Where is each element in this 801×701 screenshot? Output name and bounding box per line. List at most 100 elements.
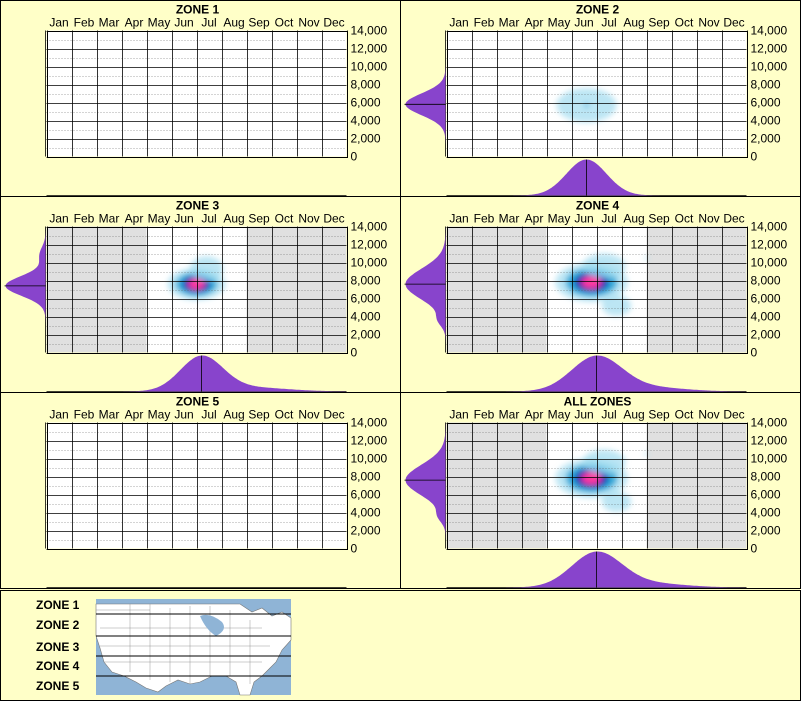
panel-zone-5: ZONE 5 Jan Feb Mar Apr May Jun Jul Aug Sep Oct Nov D… bbox=[0, 392, 401, 589]
month-label-apr: Apr bbox=[125, 408, 144, 422]
y-tick-label: 12,000 bbox=[751, 238, 788, 252]
month-label-aug: Aug bbox=[623, 408, 644, 422]
month-label-jan: Jan bbox=[49, 212, 68, 226]
month-label-jul: Jul bbox=[201, 212, 216, 226]
month-label-dec: Dec bbox=[323, 16, 344, 30]
y-tick-label: 8,000 bbox=[351, 470, 381, 484]
y-tick-label: 4,000 bbox=[351, 506, 381, 520]
legend-zone-5: ZONE 5 bbox=[36, 679, 80, 693]
y-tick-label: 6,000 bbox=[751, 292, 781, 306]
month-label-jun: Jun bbox=[174, 408, 193, 422]
month-label-feb: Feb bbox=[474, 16, 495, 30]
y-tick-label: 6,000 bbox=[351, 96, 381, 110]
plot-area bbox=[46, 30, 347, 157]
month-label-mar: Mar bbox=[99, 408, 120, 422]
map-great-lakes bbox=[200, 614, 224, 636]
month-label-jan: Jan bbox=[449, 212, 468, 226]
y-tick-label: 4,000 bbox=[751, 310, 781, 324]
month-label-jan: Jan bbox=[49, 408, 68, 422]
plot-border bbox=[47, 227, 348, 354]
shaded-month-dec bbox=[721, 422, 747, 549]
elevation-distribution bbox=[5, 226, 46, 353]
month-label-mar: Mar bbox=[99, 16, 120, 30]
month-label-jan: Jan bbox=[449, 16, 468, 30]
shaded-month-oct bbox=[671, 226, 697, 353]
y-tick-label: 6,000 bbox=[751, 488, 781, 502]
month-label-nov: Nov bbox=[698, 408, 719, 422]
chart-title: ALL ZONES bbox=[564, 395, 632, 409]
y-tick-label: 12,000 bbox=[351, 434, 388, 448]
y-tick-label: 2,000 bbox=[751, 328, 781, 342]
month-label-dec: Dec bbox=[723, 16, 744, 30]
month-distribution bbox=[446, 159, 747, 196]
month-label-sep: Sep bbox=[648, 212, 670, 226]
hotspot-0 bbox=[581, 472, 602, 485]
elevation-distribution bbox=[405, 30, 446, 157]
month-label-apr: Apr bbox=[525, 16, 544, 30]
y-tick-label: 2,000 bbox=[351, 524, 381, 538]
y-tick-label: 12,000 bbox=[351, 42, 388, 56]
y-tick-label: 2,000 bbox=[751, 132, 781, 146]
month-label-oct: Oct bbox=[675, 212, 694, 226]
month-label-mar: Mar bbox=[499, 16, 520, 30]
shaded-month-feb bbox=[471, 226, 497, 353]
panel-all-zones: ALL ZONES Jan Feb Mar Apr May Jun Jul Aug Sep Oct N… bbox=[400, 392, 801, 589]
y-tick-label: 0 bbox=[751, 150, 758, 164]
plot-border bbox=[47, 423, 348, 550]
plot-border bbox=[447, 227, 748, 354]
panel-zone-4: ZONE 4 Jan Feb Mar Apr May Jun Jul Aug Sep Oct Nov D… bbox=[400, 196, 801, 393]
hotspot-0 bbox=[584, 103, 589, 108]
y-tick-label: 10,000 bbox=[351, 256, 388, 270]
y-tick-label: 6,000 bbox=[351, 292, 381, 306]
shaded-month-mar bbox=[496, 226, 522, 353]
map-state-borders bbox=[96, 604, 270, 684]
y-tick-label: 14,000 bbox=[351, 220, 388, 234]
month-label-dec: Dec bbox=[323, 212, 344, 226]
month-label-may: May bbox=[148, 212, 171, 226]
y-tick-label: 10,000 bbox=[751, 60, 788, 74]
y-tick-label: 4,000 bbox=[351, 310, 381, 324]
hotspot-2 bbox=[601, 491, 632, 512]
y-tick-label: 14,000 bbox=[751, 220, 788, 234]
elevation-distribution bbox=[405, 422, 446, 549]
month-label-apr: Apr bbox=[525, 408, 544, 422]
month-label-oct: Oct bbox=[275, 212, 294, 226]
month-label-oct: Oct bbox=[675, 16, 694, 30]
month-label-apr: Apr bbox=[125, 16, 144, 30]
month-label-aug: Aug bbox=[623, 16, 644, 30]
month-label-jun: Jun bbox=[574, 408, 593, 422]
month-label-nov: Nov bbox=[698, 212, 719, 226]
month-label-jun: Jun bbox=[574, 16, 593, 30]
y-tick-label: 14,000 bbox=[351, 416, 388, 430]
month-label-feb: Feb bbox=[74, 212, 95, 226]
plot-area bbox=[46, 422, 347, 549]
y-tick-label: 8,000 bbox=[351, 78, 381, 92]
month-label-dec: Dec bbox=[323, 408, 344, 422]
month-label-aug: Aug bbox=[223, 408, 244, 422]
month-label-mar: Mar bbox=[499, 408, 520, 422]
month-label-may: May bbox=[548, 212, 571, 226]
month-label-jan: Jan bbox=[449, 408, 468, 422]
y-tick-label: 8,000 bbox=[351, 274, 381, 288]
hotspot-0 bbox=[581, 276, 602, 289]
y-tick-label: 12,000 bbox=[751, 434, 788, 448]
shaded-month-mar bbox=[496, 422, 522, 549]
shaded-month-feb bbox=[71, 226, 97, 353]
shaded-month-feb bbox=[471, 422, 497, 549]
chart-title: ZONE 5 bbox=[176, 395, 220, 409]
hotspot-1 bbox=[582, 253, 626, 279]
month-distribution bbox=[46, 355, 347, 392]
shaded-month-oct bbox=[271, 226, 297, 353]
plot-border bbox=[447, 423, 748, 550]
legend-zone-1: ZONE 1 bbox=[36, 598, 80, 612]
y-tick-label: 4,000 bbox=[751, 506, 781, 520]
legend-zone-2: ZONE 2 bbox=[36, 618, 80, 632]
month-label-aug: Aug bbox=[223, 212, 244, 226]
shaded-month-sep bbox=[646, 226, 672, 353]
month-label-may: May bbox=[148, 408, 171, 422]
month-label-dec: Dec bbox=[723, 212, 744, 226]
shaded-month-sep bbox=[246, 226, 272, 353]
y-tick-label: 6,000 bbox=[751, 96, 781, 110]
shaded-month-apr bbox=[121, 226, 147, 353]
